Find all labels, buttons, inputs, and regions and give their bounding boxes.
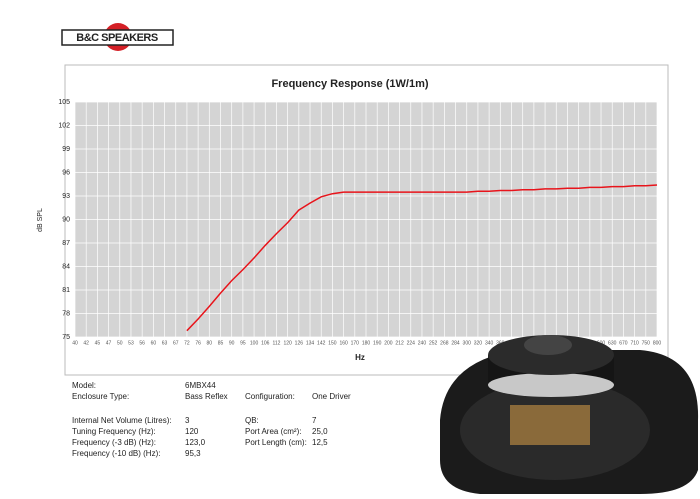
y-tick-label: 99 xyxy=(62,146,70,153)
x-tick-label: 80 xyxy=(207,340,213,346)
spec-label: Enclosure Type: xyxy=(72,392,129,401)
x-tick-label: 56 xyxy=(139,340,145,346)
specs: Model: 6MBX44 Enclosure Type: Bass Reflex In… xyxy=(72,381,351,458)
x-tick-label: 95 xyxy=(240,340,246,346)
spec-value: 12,5 xyxy=(312,438,328,447)
x-tick-label: 160 xyxy=(339,340,348,346)
x-tick-label: 67 xyxy=(173,340,179,346)
y-tick-label: 75 xyxy=(62,334,70,341)
spec-value: 6MBX44 xyxy=(185,381,216,390)
x-tick-label: 190 xyxy=(373,340,382,346)
x-tick-label: 670 xyxy=(619,340,628,346)
x-tick-label: 340 xyxy=(485,340,494,346)
y-tick-label: 78 xyxy=(62,310,70,317)
speaker-terminal xyxy=(510,405,590,445)
spec-value: 95,3 xyxy=(185,449,201,458)
x-tick-label: 180 xyxy=(362,340,371,346)
logo-box xyxy=(61,29,174,46)
spec-value: Bass Reflex xyxy=(185,392,228,401)
spec-label: Frequency (-10 dB) (Hz): xyxy=(72,449,160,458)
x-tick-label: 268 xyxy=(440,340,449,346)
x-tick-label: 212 xyxy=(395,340,404,346)
spec-value: 25,0 xyxy=(312,427,328,436)
spec-value: 3 xyxy=(185,416,190,425)
x-tick-label: 90 xyxy=(229,340,235,346)
x-tick-label: 72 xyxy=(184,340,190,346)
x-tick-label: 170 xyxy=(351,340,360,346)
x-tick-label: 76 xyxy=(195,340,201,346)
y-tick-label: 93 xyxy=(62,193,70,200)
y-tick-label: 84 xyxy=(62,263,70,270)
x-tick-label: 126 xyxy=(295,340,304,346)
x-tick-label: 200 xyxy=(384,340,393,346)
x-tick-label: 284 xyxy=(451,340,460,346)
x-tick-label: 42 xyxy=(83,340,89,346)
x-tick-label: 53 xyxy=(128,340,134,346)
x-tick-label: 120 xyxy=(283,340,292,346)
x-tick-label: 100 xyxy=(250,340,259,346)
spec-label: Configuration: xyxy=(245,392,295,401)
x-tick-label: 800 xyxy=(653,340,662,346)
chart-title: Frequency Response (1W/1m) xyxy=(271,78,428,90)
y-tick-label: 96 xyxy=(62,169,70,176)
x-tick-label: 60 xyxy=(151,340,157,346)
speaker-cap xyxy=(524,335,572,355)
x-tick-label: 710 xyxy=(630,340,639,346)
x-tick-label: 150 xyxy=(328,340,337,346)
x-tick-label: 224 xyxy=(407,340,416,346)
y-tick-label: 102 xyxy=(58,122,70,129)
x-tick-label: 106 xyxy=(261,340,270,346)
logo-text: B&C SPEAKERS xyxy=(76,32,158,44)
y-axis-label: dB SPL xyxy=(37,208,44,232)
x-tick-label: 240 xyxy=(418,340,427,346)
spec-label: Port Area (cm²): xyxy=(245,427,301,436)
y-tick-label: 81 xyxy=(62,287,70,294)
spec-value: 123,0 xyxy=(185,438,206,447)
spec-label: QB: xyxy=(245,416,259,425)
x-axis-label: Hz xyxy=(355,353,365,362)
x-tick-label: 63 xyxy=(162,340,168,346)
spec-label: Port Length (cm): xyxy=(245,438,307,447)
x-tick-label: 112 xyxy=(272,340,280,346)
x-tick-label: 134 xyxy=(306,340,315,346)
x-tick-label: 630 xyxy=(608,340,617,346)
x-tick-label: 50 xyxy=(117,340,123,346)
spec-label: Frequency (-3 dB) (Hz): xyxy=(72,438,156,447)
y-tick-label: 87 xyxy=(62,240,70,247)
spec-value: 120 xyxy=(185,427,199,436)
spec-label: Internal Net Volume (Litres): xyxy=(72,416,172,425)
x-tick-label: 45 xyxy=(95,340,101,346)
x-tick-label: 85 xyxy=(218,340,224,346)
x-tick-label: 320 xyxy=(474,340,483,346)
speaker-ring xyxy=(488,373,614,397)
x-tick-label: 750 xyxy=(642,340,651,346)
speaker-top xyxy=(488,335,614,375)
spec-value: One Driver xyxy=(312,392,351,401)
x-tick-label: 300 xyxy=(463,340,472,346)
x-tick-label: 142 xyxy=(317,340,326,346)
x-tick-label: 47 xyxy=(106,340,112,346)
spec-label: Model: xyxy=(72,381,96,390)
speaker-image xyxy=(440,335,699,494)
response-line xyxy=(186,184,658,332)
y-tick-label: 105 xyxy=(58,99,70,106)
spec-value: 7 xyxy=(312,416,317,425)
x-tick-label: 252 xyxy=(429,340,438,346)
logo: B&C SPEAKERS xyxy=(61,23,174,51)
x-tick-label: 40 xyxy=(72,340,78,346)
spec-label: Tuning Frequency (Hz): xyxy=(72,427,156,436)
y-tick-label: 90 xyxy=(62,216,70,223)
